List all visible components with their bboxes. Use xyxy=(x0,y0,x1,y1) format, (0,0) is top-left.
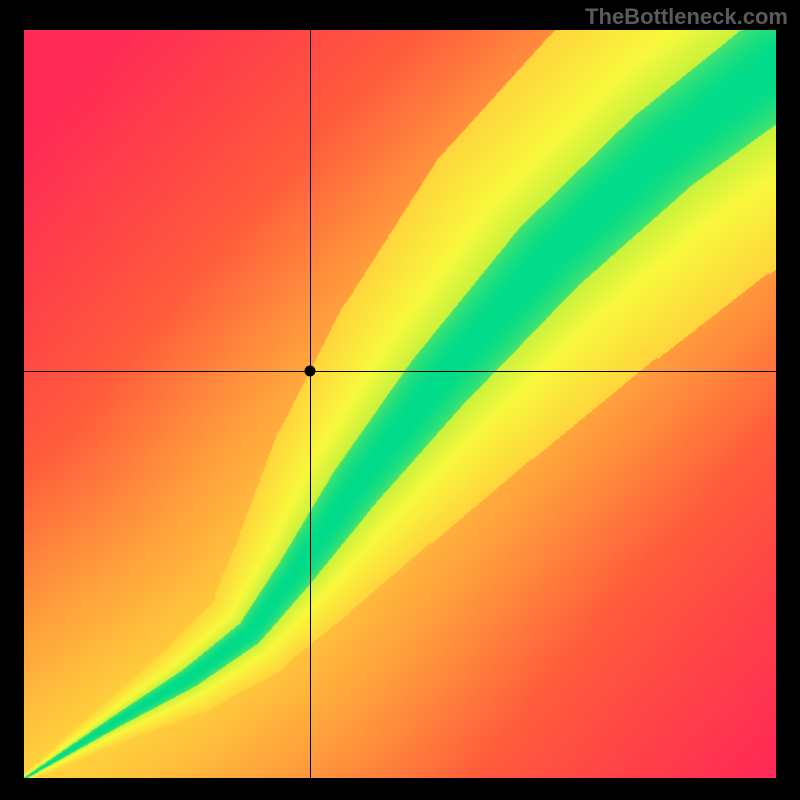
crosshair-vertical xyxy=(310,30,311,778)
crosshair-horizontal xyxy=(24,371,776,372)
crosshair-point xyxy=(304,366,315,377)
bottleneck-heatmap xyxy=(24,30,776,778)
watermark-text: TheBottleneck.com xyxy=(585,4,788,30)
plot-area xyxy=(24,30,776,778)
